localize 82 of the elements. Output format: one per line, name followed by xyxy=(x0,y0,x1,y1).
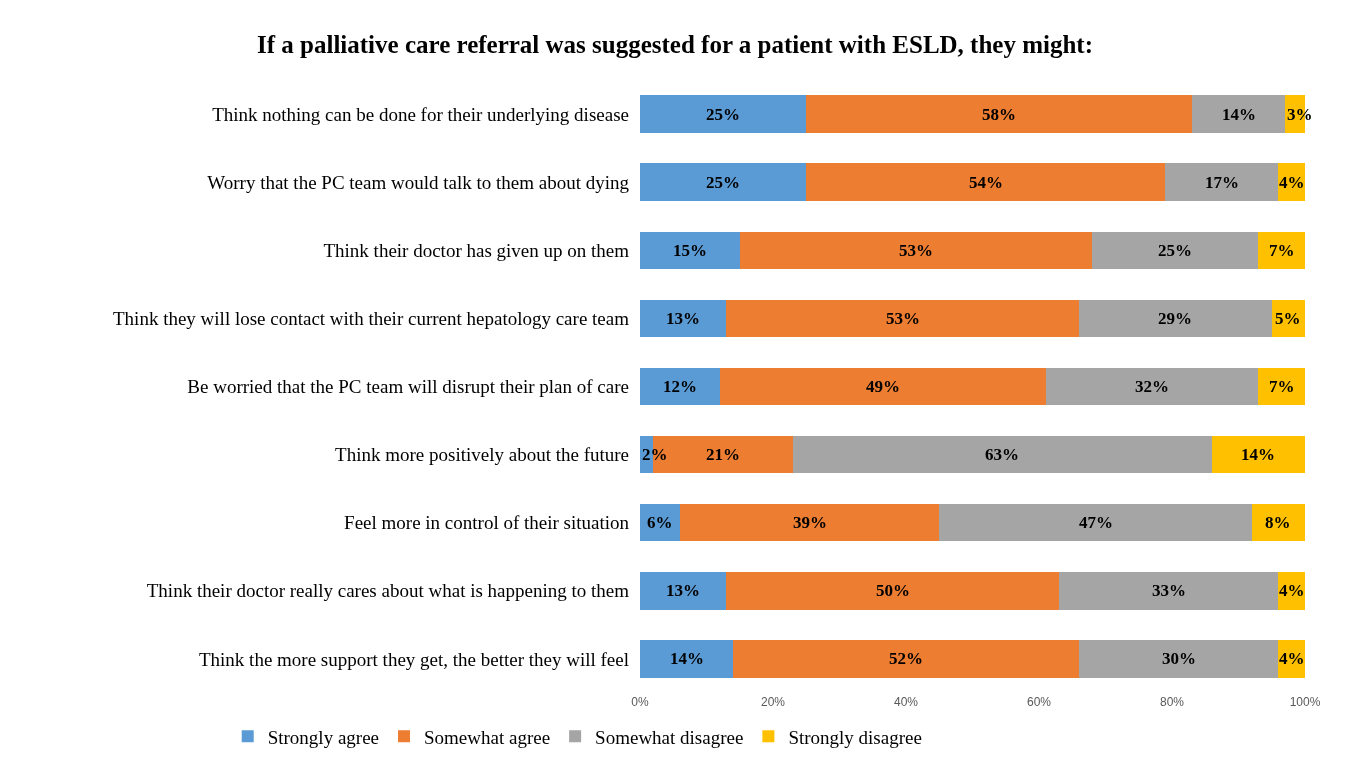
data-label: 25% xyxy=(1158,241,1192,260)
bar xyxy=(640,572,727,610)
bar xyxy=(640,231,740,270)
legend-label: Strongly disagree xyxy=(788,726,922,748)
data-label: 58% xyxy=(982,105,1016,124)
data-label: 52% xyxy=(889,649,923,668)
bar xyxy=(726,299,1079,338)
bar xyxy=(733,640,1079,678)
data-label: 33% xyxy=(1152,581,1186,600)
data-label: 14% xyxy=(1222,105,1256,124)
bar xyxy=(1191,95,1286,133)
data-label: 17% xyxy=(1205,173,1239,192)
data-label: 5% xyxy=(1275,309,1301,328)
bar xyxy=(1211,435,1305,474)
x-tick-label: 40% xyxy=(893,695,919,709)
bar xyxy=(1258,367,1305,406)
data-label: 53% xyxy=(899,241,933,260)
data-label: 49% xyxy=(866,377,900,396)
y-tick-label: Think more positively about the future xyxy=(335,444,629,466)
bar xyxy=(1058,572,1279,610)
bar xyxy=(939,503,1252,542)
y-tick-label: Think the more support they get, the better they will feel xyxy=(198,648,629,670)
x-tick-label: 60% xyxy=(1026,695,1052,709)
data-label: 4% xyxy=(1279,581,1305,600)
data-label: 15% xyxy=(673,241,707,260)
data-label: 29% xyxy=(1158,309,1192,328)
data-label: 32% xyxy=(1135,377,1169,396)
data-label: 14% xyxy=(1241,445,1275,464)
x-tick-label: 100% xyxy=(1289,695,1321,709)
data-label: 13% xyxy=(666,581,700,600)
bar xyxy=(640,640,734,678)
data-label: 7% xyxy=(1269,377,1295,396)
data-label: 12% xyxy=(663,377,697,396)
data-label: 6% xyxy=(647,513,673,532)
y-tick-label: Feel more in control of their situation xyxy=(344,512,630,534)
y-tick-label: Think their doctor really cares about what is happening to them xyxy=(146,580,630,602)
bar xyxy=(806,163,1166,201)
data-label: 25% xyxy=(706,105,740,124)
bar xyxy=(792,435,1212,474)
data-label: 14% xyxy=(670,649,704,668)
x-tick-label: 20% xyxy=(760,695,786,709)
legend-label: Strongly agree xyxy=(267,726,380,748)
data-label: 47% xyxy=(1079,513,1113,532)
bar xyxy=(1092,231,1259,270)
bar xyxy=(640,299,727,338)
data-label: 50% xyxy=(876,581,910,600)
bar xyxy=(640,367,720,406)
bar xyxy=(1258,231,1305,270)
data-label: 54% xyxy=(969,173,1003,192)
y-tick-label: Be worried that the PC team will disrupt their plan of care xyxy=(187,376,629,398)
legend-label: Somewhat disagree xyxy=(595,726,744,748)
bar xyxy=(1251,503,1305,542)
bar xyxy=(1165,163,1279,201)
x-tick-label: 0% xyxy=(631,695,649,709)
data-label: 21% xyxy=(706,445,740,464)
x-tick-label: 80% xyxy=(1159,695,1185,709)
data-label: 39% xyxy=(793,513,827,532)
bar xyxy=(1045,367,1259,406)
data-label: 63% xyxy=(985,445,1019,464)
y-tick-label: Think they will lose contact with their current hepatology care team xyxy=(113,308,630,330)
bar xyxy=(719,367,1046,406)
y-tick-label: Think nothing can be done for their underlying disease xyxy=(212,103,629,125)
bar xyxy=(679,503,940,542)
data-label: 8% xyxy=(1265,513,1291,532)
data-label: 30% xyxy=(1162,649,1196,668)
bar xyxy=(1078,640,1279,678)
bar xyxy=(640,95,807,133)
bar xyxy=(726,572,1059,610)
data-label: 13% xyxy=(666,309,700,328)
bar xyxy=(806,95,1192,133)
y-tick-label: Think their doctor has given up on them xyxy=(323,239,630,261)
bar xyxy=(640,163,807,201)
bar xyxy=(1078,299,1272,338)
bar xyxy=(739,231,1093,270)
data-label: 4% xyxy=(1279,173,1305,192)
y-tick-label: Worry that the PC team would talk to them about dying xyxy=(207,171,630,193)
data-label: 53% xyxy=(886,309,920,328)
legend-label: Somewhat agree xyxy=(424,726,551,748)
data-label: 25% xyxy=(706,173,740,192)
data-label: 4% xyxy=(1279,649,1305,668)
chart-title: If a palliative care referral was suggested for a patient with ESLD, they might: xyxy=(256,30,1094,58)
data-label: 7% xyxy=(1269,241,1295,260)
